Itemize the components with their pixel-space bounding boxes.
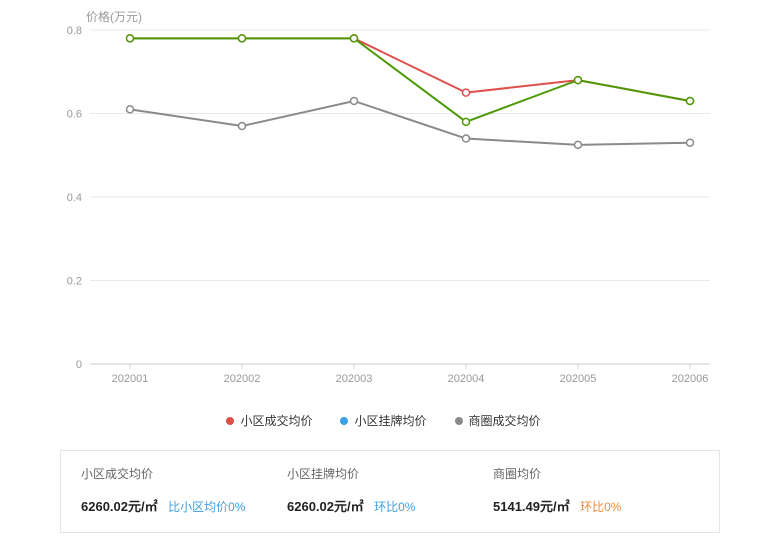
summary-title: 商圈均价 <box>493 465 699 482</box>
svg-text:0.4: 0.4 <box>67 192 82 204</box>
y-axis-label: 价格(万元) <box>86 8 142 25</box>
legend-item: 商圈成交均价 <box>455 412 541 429</box>
svg-text:0.2: 0.2 <box>67 276 82 288</box>
legend-label: 小区成交均价 <box>240 412 312 429</box>
summary-compare: 环比0% <box>580 500 621 514</box>
legend-item: 小区挂牌均价 <box>340 412 426 429</box>
svg-text:202003: 202003 <box>336 373 373 385</box>
line-chart: 0 0.2 0.4 0.6 0.8 202001 202002 202003 202004 202… <box>60 24 740 409</box>
legend-label: 商圈成交均价 <box>469 412 541 429</box>
legend-label: 小区挂牌均价 <box>354 412 426 429</box>
legend-marker-icon <box>455 417 463 425</box>
svg-text:0.8: 0.8 <box>67 25 82 37</box>
svg-text:202004: 202004 <box>448 373 485 385</box>
summary-title: 小区挂牌均价 <box>287 465 493 482</box>
svg-text:202005: 202005 <box>560 373 597 385</box>
svg-text:0: 0 <box>76 359 82 371</box>
svg-text:202002: 202002 <box>224 373 261 385</box>
svg-text:0.6: 0.6 <box>67 109 82 121</box>
summary-value: 5141.49元/㎡ <box>493 499 570 514</box>
chart-legend: 小区成交均价 小区挂牌均价 商圈成交均价 <box>0 412 767 429</box>
legend-marker-icon <box>226 417 234 425</box>
summary-value: 6260.02元/㎡ <box>287 499 364 514</box>
summary-col: 商圈均价 5141.49元/㎡ 环比0% <box>493 465 699 516</box>
summary-col: 小区挂牌均价 6260.02元/㎡ 环比0% <box>287 465 493 516</box>
summary-compare: 比小区均价0% <box>168 500 245 514</box>
svg-text:202006: 202006 <box>672 373 709 385</box>
summary-panel: 小区成交均价 6260.02元/㎡ 比小区均价0% 小区挂牌均价 6260.02… <box>60 450 720 533</box>
summary-value: 6260.02元/㎡ <box>81 499 158 514</box>
summary-col: 小区成交均价 6260.02元/㎡ 比小区均价0% <box>81 465 287 516</box>
summary-compare: 环比0% <box>374 500 415 514</box>
legend-marker-icon <box>340 417 348 425</box>
svg-text:202001: 202001 <box>112 373 149 385</box>
legend-item: 小区成交均价 <box>226 412 312 429</box>
summary-title: 小区成交均价 <box>81 465 287 482</box>
